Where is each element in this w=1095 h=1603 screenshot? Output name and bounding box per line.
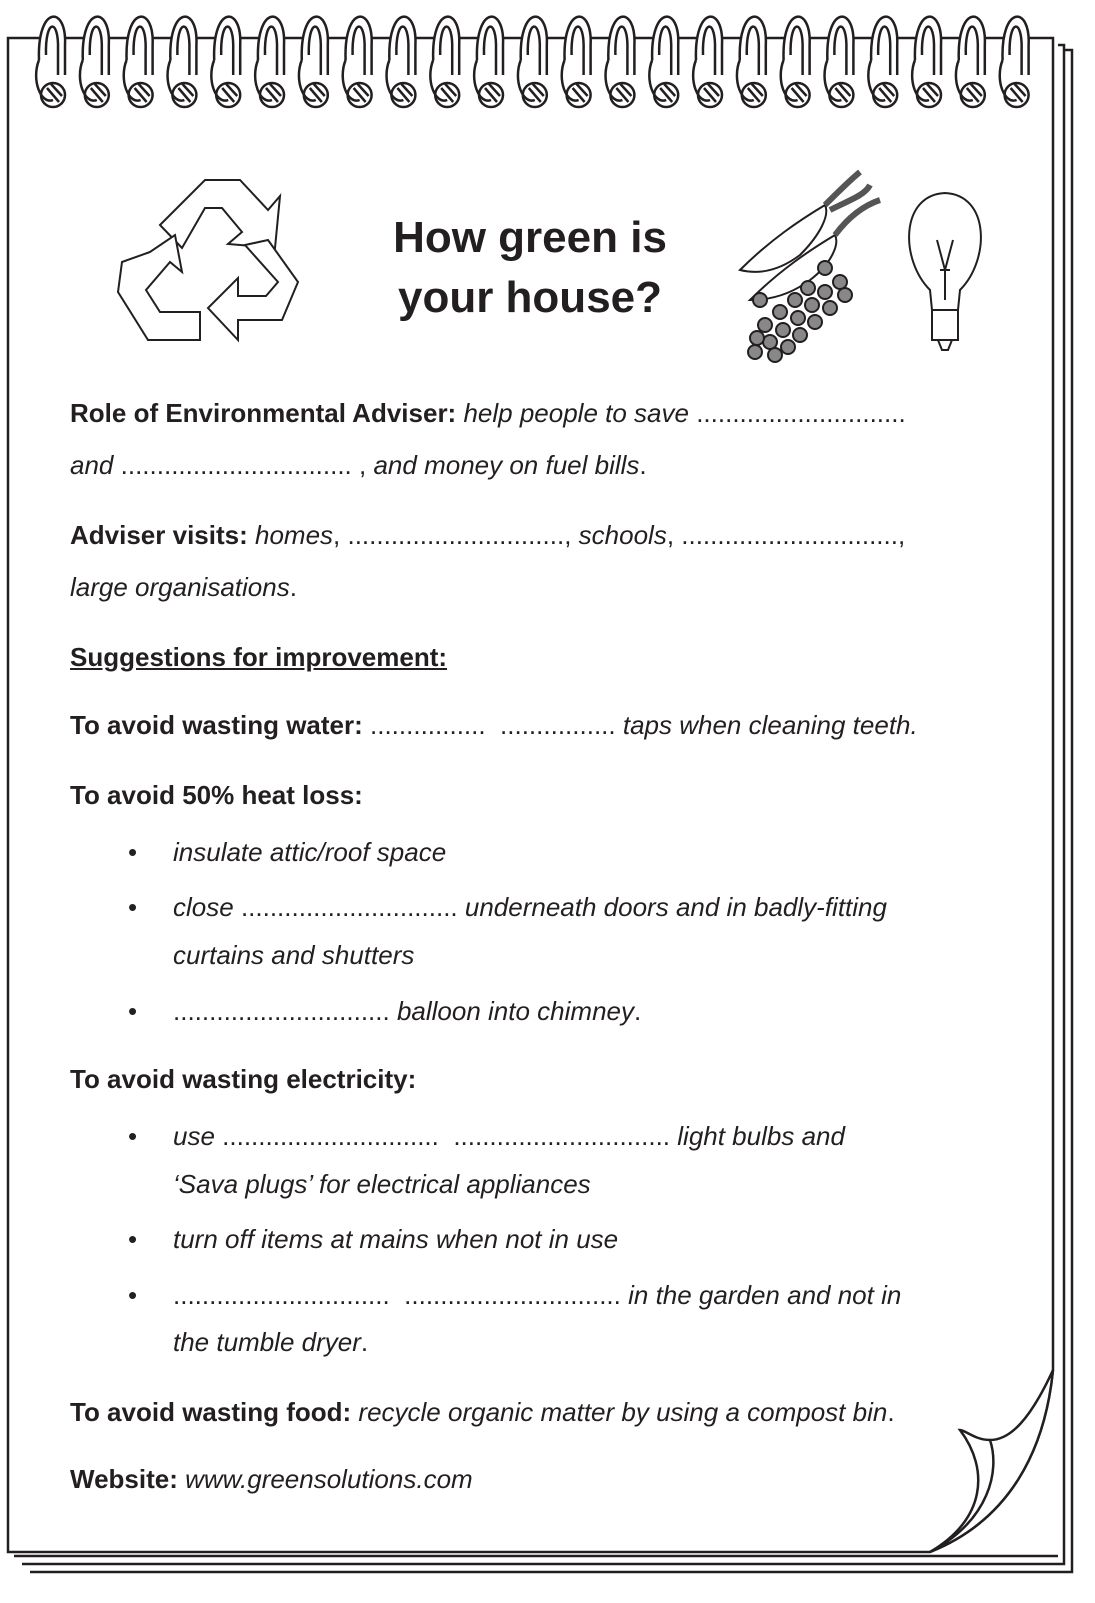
text: homes	[255, 520, 333, 550]
bullet-item: .............................. balloon i…	[173, 996, 641, 1026]
pea	[801, 281, 815, 295]
pea	[763, 335, 777, 349]
blank: ................ ................	[370, 710, 616, 740]
text: light bulbs and	[677, 1121, 845, 1151]
website-url: www.greensolutions.com	[185, 1464, 473, 1494]
text: in the garden and not in	[628, 1280, 901, 1310]
text-line: the tumble dryer.	[173, 1327, 368, 1357]
label: Adviser visits:	[70, 520, 248, 550]
text: turn off items at mains when not in use	[173, 1224, 618, 1254]
label: Website:	[70, 1464, 178, 1494]
label: Role of Environmental Adviser:	[70, 398, 456, 428]
bullet-item: close .............................. und…	[173, 892, 887, 922]
pea	[838, 288, 852, 302]
label: To avoid wasting water:	[70, 710, 363, 740]
text: the tumble dryer	[173, 1327, 361, 1357]
pea	[833, 275, 847, 289]
text: use	[173, 1121, 215, 1151]
label: To avoid wasting electricity:	[70, 1064, 416, 1094]
text: taps when cleaning teeth.	[623, 710, 918, 740]
spiral-binding	[36, 17, 1029, 107]
pea	[818, 285, 832, 299]
text-line: To avoid wasting water: ................…	[70, 710, 918, 740]
pea	[750, 331, 764, 345]
pea	[791, 311, 805, 325]
text: large organisations	[70, 572, 290, 602]
text: .	[887, 1397, 894, 1427]
text-line: Adviser visits: homes, .................…	[70, 520, 905, 550]
text: insulate attic/roof space	[173, 837, 446, 867]
blank: .............................. .........…	[222, 1121, 670, 1151]
blank: , ..............................,	[667, 520, 905, 550]
text: underneath doors and in badly-fitting	[465, 892, 887, 922]
text-line: Role of Environmental Adviser: help peop…	[70, 398, 906, 428]
blank: .............................	[696, 398, 906, 428]
bullet-item: turn off items at mains when not in use	[173, 1224, 618, 1254]
pea	[748, 345, 762, 359]
pea	[773, 305, 787, 319]
text-line: curtains and shutters	[173, 940, 414, 970]
pea	[753, 293, 767, 307]
text: .	[290, 572, 297, 602]
section-heading: Suggestions for improvement:	[70, 642, 447, 672]
title: How green is	[330, 208, 730, 268]
text-line: To avoid wasting food: recycle organic m…	[70, 1397, 895, 1427]
text: close	[173, 892, 234, 922]
pea	[776, 323, 790, 337]
text: balloon into chimney	[397, 996, 634, 1026]
blank: .............................. .........…	[173, 1280, 621, 1310]
pea	[788, 293, 802, 307]
text: .	[361, 1327, 368, 1357]
blank: ..............................	[241, 892, 458, 922]
pea	[805, 298, 819, 312]
blank: ................................ ,	[121, 450, 367, 480]
pea	[758, 318, 772, 332]
text-line: ‘Sava plugs’ for electrical appliances	[173, 1169, 591, 1199]
label: To avoid wasting food:	[70, 1397, 351, 1427]
text: and money on fuel bills	[373, 450, 639, 480]
blank: , ..............................,	[333, 520, 571, 550]
bullet-item: .............................. .........…	[173, 1280, 901, 1310]
text: and	[70, 450, 113, 480]
text-line: large organisations.	[70, 572, 297, 602]
page: How green is your house? Role of Environ…	[0, 0, 1095, 1603]
bullet-item: use .............................. .....…	[173, 1121, 845, 1151]
text: recycle organic matter by using a compos…	[358, 1397, 887, 1427]
text-line: and ................................ , a…	[70, 450, 647, 480]
label: To avoid 50% heat loss:	[70, 780, 363, 810]
title: your house?	[330, 268, 730, 328]
text: schools	[579, 520, 667, 550]
pea	[823, 301, 837, 315]
blank: ..............................	[173, 996, 390, 1026]
text-line: Website: www.greensolutions.com	[70, 1464, 473, 1494]
pea	[808, 315, 822, 329]
pea	[781, 340, 795, 354]
bullet-item: insulate attic/roof space	[173, 837, 446, 867]
text: .	[639, 450, 646, 480]
pea	[818, 261, 832, 275]
text: help people to save	[463, 398, 689, 428]
text: .	[634, 996, 641, 1026]
pea	[793, 328, 807, 342]
pea	[768, 348, 782, 362]
